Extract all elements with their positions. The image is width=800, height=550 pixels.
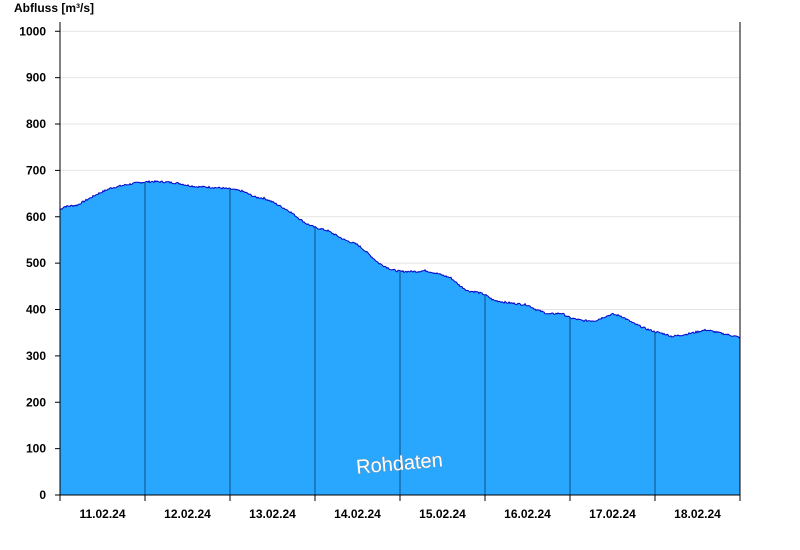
- y-tick-label-300: 300: [26, 349, 46, 363]
- x-tick-labels: 11.02.24 12.02.24 13.02.24 14.02.24 15.02.24…: [79, 507, 721, 521]
- y-tick-label-200: 200: [26, 395, 46, 409]
- x-tick-label-4: 14.02.24: [334, 507, 381, 521]
- y-tick-label-1000: 1000: [19, 24, 46, 38]
- y-tick-label-400: 400: [26, 303, 46, 317]
- x-tick-label-8: 18.02.24: [674, 507, 721, 521]
- y-tick-label-100: 100: [26, 442, 46, 456]
- y-tick-label-600: 600: [26, 210, 46, 224]
- x-tick-label-3: 13.02.24: [249, 507, 296, 521]
- x-tick-label-2: 12.02.24: [164, 507, 211, 521]
- discharge-line: [59, 179, 741, 339]
- y-tick-labels: 0 100 200 300 400 500 600 700 800 900 1000: [19, 24, 46, 502]
- y-tick-label-900: 900: [26, 71, 46, 85]
- y-axis-title: Abfluss [m³/s]: [14, 1, 94, 15]
- day-separators: [144, 181, 656, 495]
- x-tick-label-1: 11.02.24: [79, 507, 125, 521]
- x-tick-label-5: 15.02.24: [419, 507, 466, 521]
- y-tick-label-0: 0: [39, 488, 46, 502]
- y-tick-label-500: 500: [26, 256, 46, 270]
- x-tick-label-6: 16.02.24: [504, 507, 551, 521]
- axes: [55, 22, 741, 501]
- y-tick-label-800: 800: [26, 117, 46, 131]
- y-tick-label-700: 700: [26, 163, 46, 177]
- x-tick-label-7: 17.02.24: [589, 507, 636, 521]
